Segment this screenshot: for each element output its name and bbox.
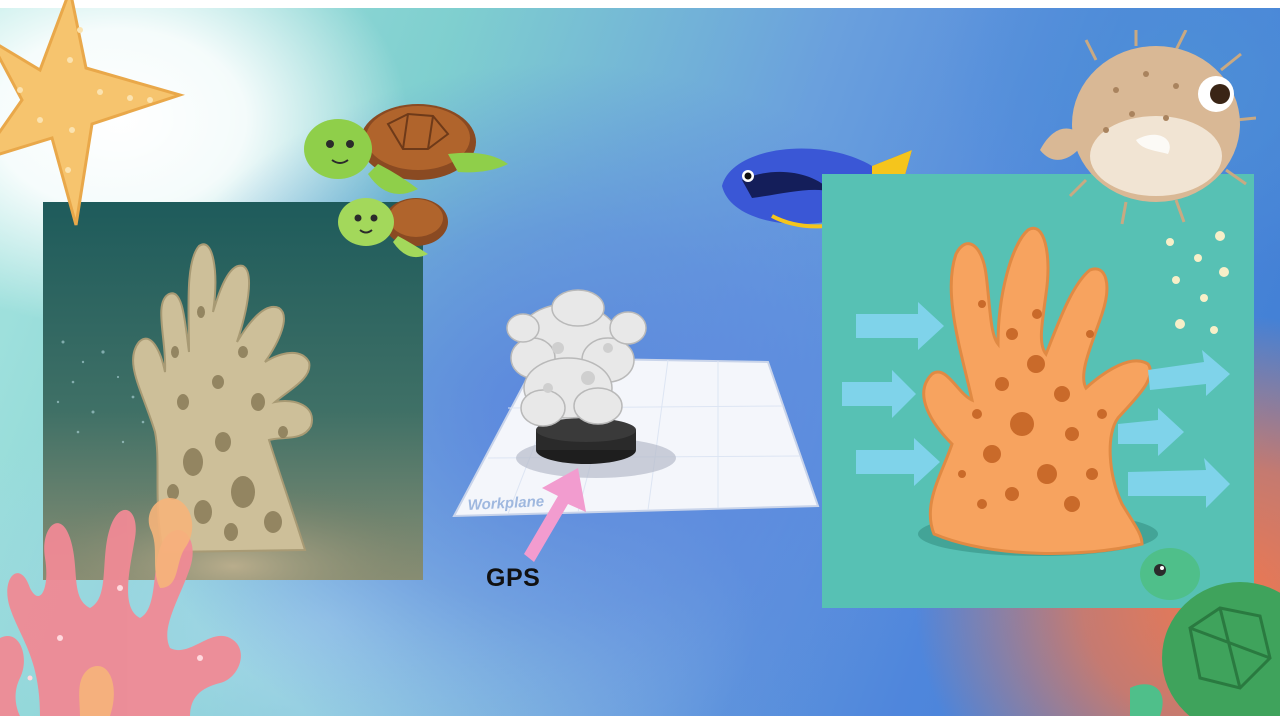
bubbles bbox=[1166, 231, 1229, 334]
coral-photo bbox=[43, 202, 423, 580]
workplane-label: Workplane bbox=[467, 493, 544, 514]
turtles-icon bbox=[304, 104, 508, 258]
coral-body bbox=[132, 243, 313, 554]
pufferfish-icon bbox=[1040, 30, 1256, 225]
flow-diagram-panel bbox=[822, 174, 1254, 608]
starfish-icon bbox=[0, 0, 185, 226]
workplane-3d-model: Workplane bbox=[452, 289, 820, 518]
pointer-arrow bbox=[524, 468, 586, 562]
pink-coral-icon bbox=[0, 498, 241, 716]
gps-label: GPS bbox=[486, 564, 541, 592]
water-flow-arrow-icon bbox=[842, 302, 1230, 508]
top-white-strip bbox=[0, 0, 1280, 8]
sea-turtle-icon bbox=[1130, 548, 1280, 716]
